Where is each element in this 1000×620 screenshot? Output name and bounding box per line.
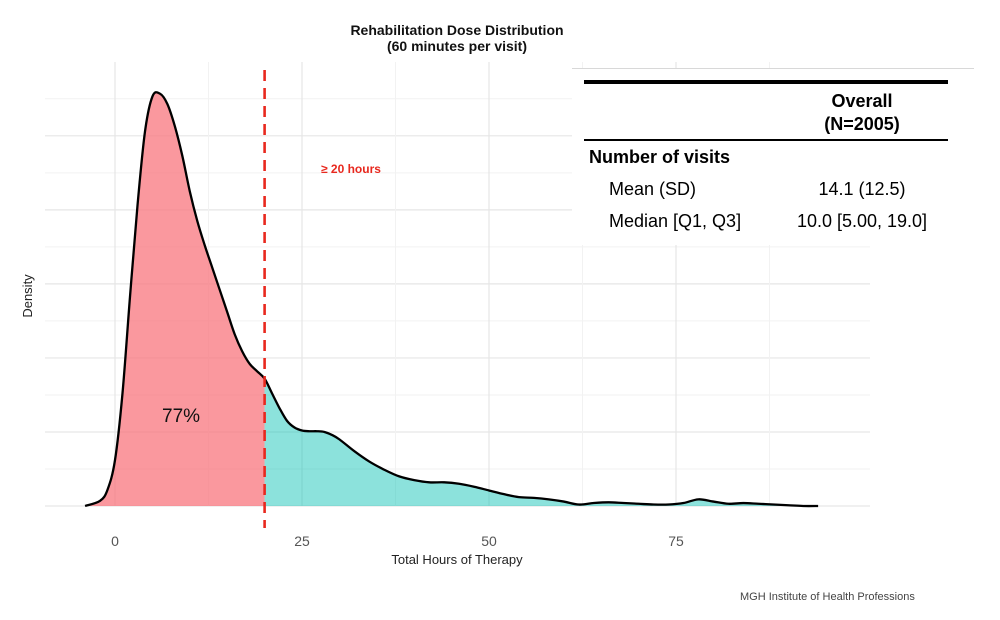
table-header-rule [584, 139, 948, 141]
table-section-label: Number of visits [589, 147, 731, 167]
x-tick-label: 50 [481, 533, 497, 549]
table-row-value: 14.1 (12.5) [818, 179, 906, 199]
table-row-label: Median [Q1, Q3] [609, 211, 742, 231]
x-tick-label: 25 [294, 533, 310, 549]
table-header-overall: Overall [831, 91, 893, 111]
x-axis-ticks: 0 25 50 75 [111, 533, 684, 549]
x-axis-label: Total Hours of Therapy [391, 552, 523, 567]
threshold-annotation: ≥ 20 hours [321, 162, 381, 176]
table-header-n: (N=2005) [824, 114, 900, 134]
chart-title: Rehabilitation Dose Distribution [350, 22, 563, 38]
density-curve-line [84, 91, 819, 508]
summary-stats-table: Overall (N=2005) Number of visits Mean (… [572, 68, 974, 245]
x-tick-label: 75 [668, 533, 684, 549]
below-threshold-percent-label: 77% [162, 406, 200, 427]
y-axis-label: Density [20, 274, 35, 318]
table-row-label: Mean (SD) [609, 179, 697, 199]
footer-credit: MGH Institute of Health Professions [740, 591, 915, 603]
x-tick-label: 0 [111, 533, 119, 549]
area-above-threshold [264, 378, 819, 507]
table-top-rule [584, 80, 948, 84]
table-row-value: 10.0 [5.00, 19.0] [796, 211, 928, 231]
area-below-threshold [85, 92, 265, 506]
chart-subtitle: (60 minutes per visit) [387, 38, 527, 54]
